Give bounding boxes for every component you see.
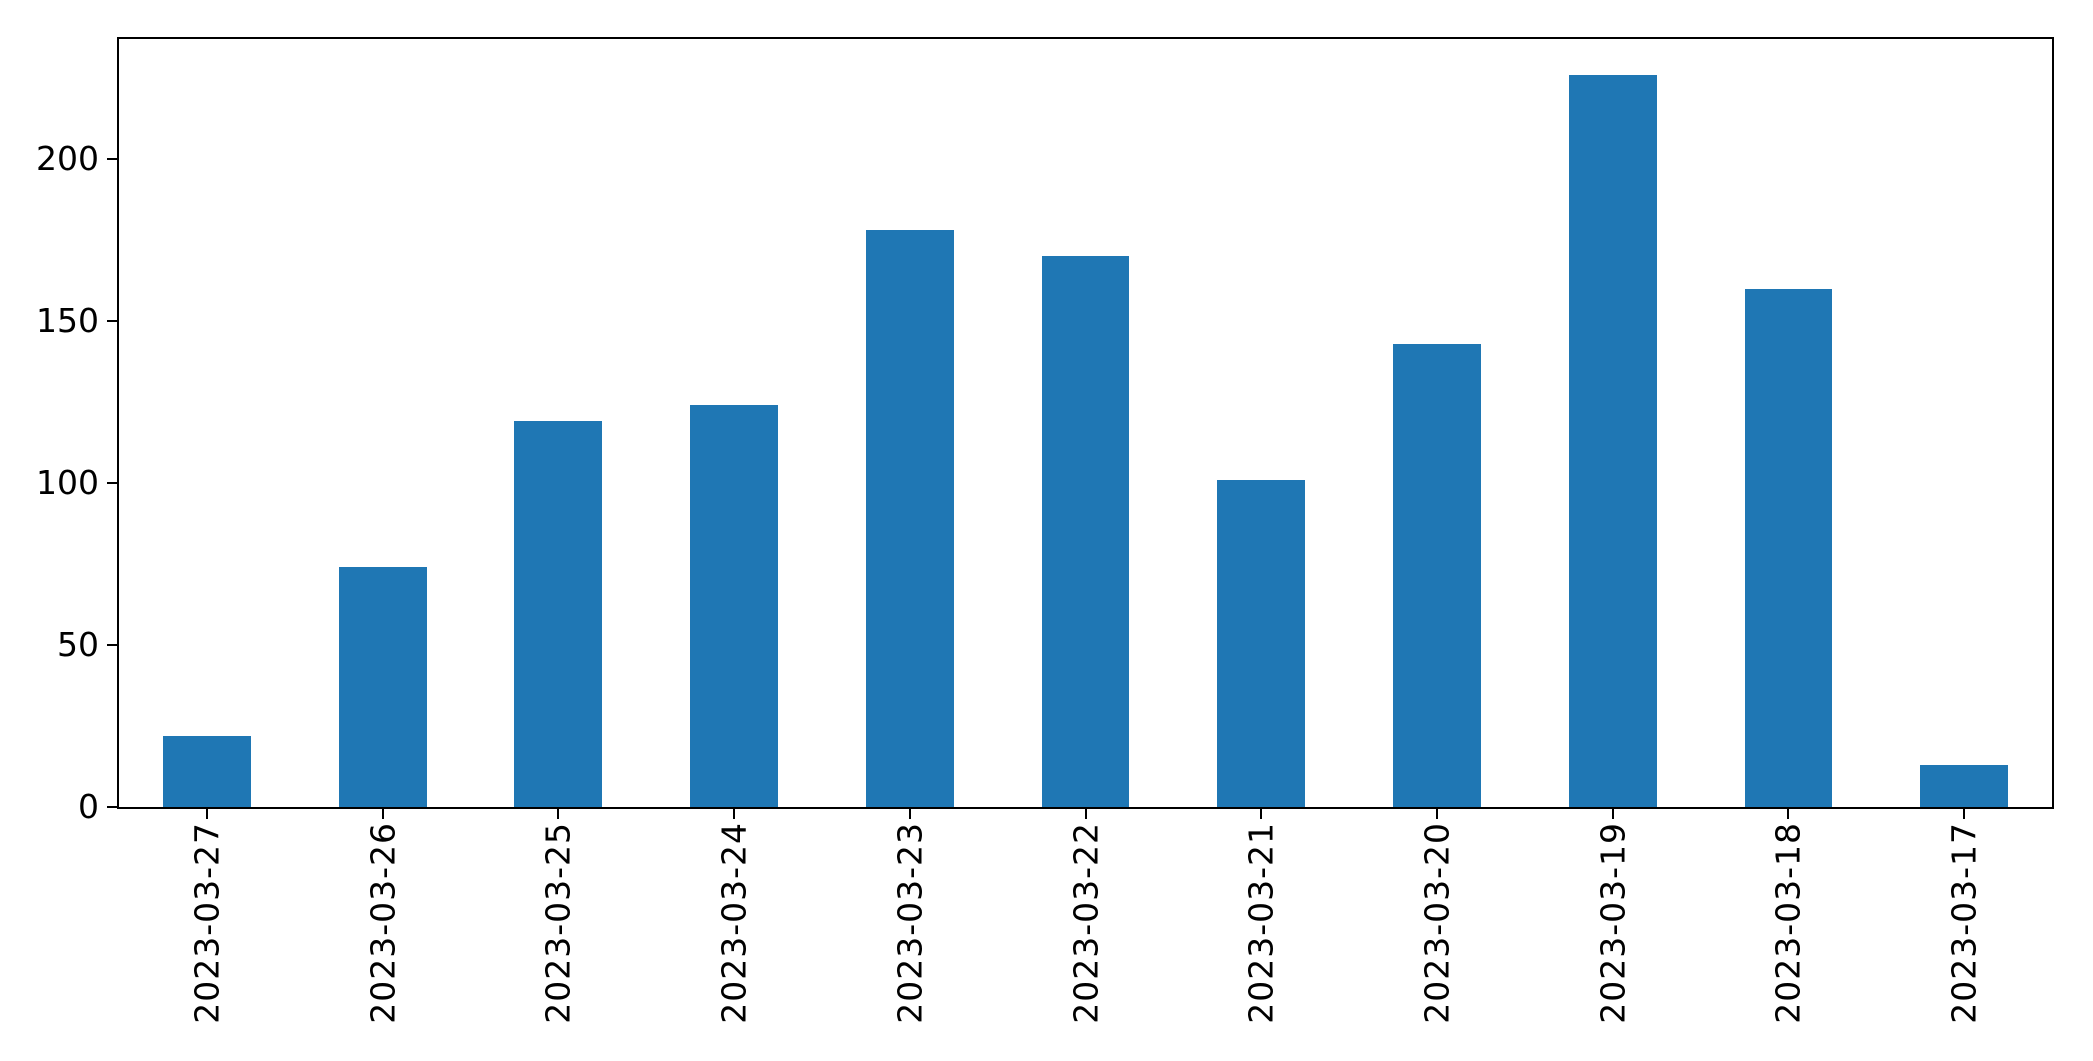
x-tick-mark	[1787, 809, 1790, 819]
bar-2023-03-20	[1393, 343, 1481, 807]
x-tick-label-text: 2023-03-23	[890, 822, 930, 1024]
x-tick-label-text: 2023-03-26	[363, 822, 403, 1024]
y-tick-label: 150	[36, 300, 99, 340]
x-tick-label-text: 2023-03-17	[1944, 822, 1984, 1024]
x-tick-mark	[557, 809, 560, 819]
x-tick-mark	[1963, 809, 1966, 819]
x-tick-label-text: 2023-03-25	[538, 822, 578, 1024]
bar-2023-03-23	[865, 230, 954, 807]
x-tick-label-text: 2023-03-27	[187, 822, 227, 1024]
y-tick-label: 50	[57, 625, 99, 664]
y-tick-mark	[107, 806, 117, 808]
bar-2023-03-25	[514, 421, 603, 807]
x-tick-label-text: 2023-03-21	[1241, 822, 1281, 1024]
x-tick-label-text: 2023-03-22	[1066, 822, 1105, 1024]
bar-2023-03-22	[1041, 256, 1130, 807]
x-tick-mark	[205, 809, 208, 819]
x-tick-mark	[908, 809, 911, 819]
x-tick-mark	[1611, 809, 1614, 819]
y-tick-mark	[107, 319, 117, 322]
plot-area	[117, 37, 2054, 809]
y-tick-label: 100	[36, 462, 99, 502]
x-tick-mark	[381, 809, 384, 819]
x-tick-label-text: 2023-03-18	[1768, 822, 1808, 1024]
bar-2023-03-17	[1920, 764, 2009, 807]
x-tick-label-text: 2023-03-24	[714, 822, 754, 1024]
x-tick-label-text: 2023-03-19	[1593, 822, 1633, 1024]
y-tick-mark	[107, 157, 117, 160]
bar-2023-03-21	[1217, 479, 1306, 807]
x-tick-mark	[1436, 809, 1438, 819]
y-tick-mark	[107, 481, 117, 484]
x-tick-label-2023-03-23: 2023-03-23	[890, 822, 929, 1028]
x-tick-label-2023-03-27: 2023-03-27	[187, 822, 226, 1028]
y-tick-mark	[107, 644, 117, 646]
x-tick-label-2023-03-25: 2023-03-25	[539, 822, 578, 1028]
x-tick-label-2023-03-21: 2023-03-21	[1242, 822, 1281, 1028]
x-tick-label-2023-03-26: 2023-03-26	[363, 822, 402, 1028]
x-tick-label-2023-03-18: 2023-03-18	[1769, 822, 1808, 1028]
x-tick-mark	[1084, 809, 1087, 819]
bar-2023-03-19	[1568, 74, 1657, 807]
x-tick-mark	[733, 809, 735, 819]
bar-2023-03-26	[338, 567, 427, 807]
bar-2023-03-27	[162, 735, 251, 807]
y-tick-label: 0	[78, 787, 99, 826]
x-tick-label-2023-03-24: 2023-03-24	[715, 822, 754, 1028]
x-tick-label-2023-03-22: 2023-03-22	[1066, 822, 1105, 1028]
x-tick-label-2023-03-17: 2023-03-17	[1945, 822, 1984, 1028]
bar-2023-03-18	[1744, 288, 1833, 807]
x-tick-label-2023-03-20: 2023-03-20	[1418, 822, 1457, 1028]
x-tick-label-text: 2023-03-20	[1417, 822, 1457, 1024]
x-tick-label-2023-03-19: 2023-03-19	[1593, 822, 1632, 1028]
y-tick-label: 200	[36, 138, 99, 178]
x-tick-mark	[1260, 809, 1263, 819]
bar-2023-03-24	[690, 405, 778, 807]
